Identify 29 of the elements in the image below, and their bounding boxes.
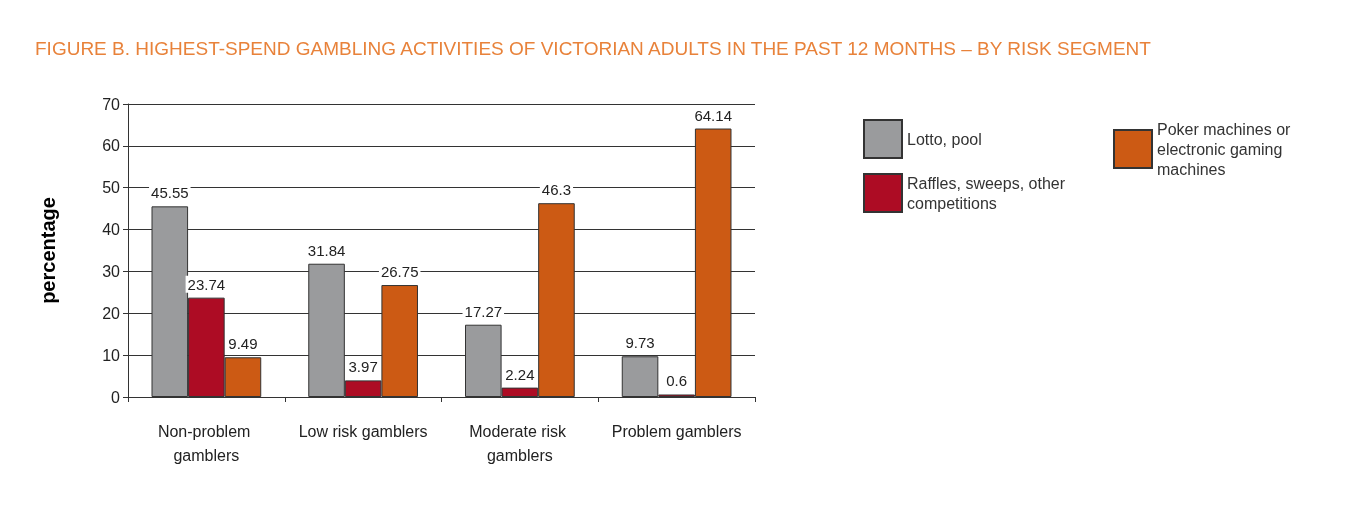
data-label: 23.74 [187,275,226,293]
legend-label: Raffles, sweeps, other competitions [907,174,1070,212]
x-tick-label: Moderate risk gamblers [469,422,571,464]
y-tick-label: 30 [102,262,121,280]
data-label: 3.97 [348,358,378,376]
data-label: 64.14 [694,106,732,124]
y-tick-label: 50 [102,179,121,197]
data-label: 45.55 [151,184,189,202]
legend-label: Lotto, pool [907,130,982,148]
x-tick-label: Low risk gamblers [298,422,428,440]
y-tick-label: 0 [111,388,121,406]
x-tick-label: Non-problem gamblers [157,422,255,464]
y-tick-label: 60 [102,137,121,155]
y-tick-label: 40 [102,221,121,239]
legend-label: Poker machines or electronic gaming machines [1157,120,1295,178]
data-label: 9.49 [228,335,258,353]
data-label: 46.3 [541,181,572,199]
data-label: 17.27 [464,302,503,320]
data-label: 26.75 [380,263,419,281]
x-tick-label: Problem gamblers [611,422,742,440]
data-label: 31.84 [307,241,346,259]
y-tick-label: 70 [102,95,121,113]
data-label: 0.6 [666,372,688,390]
y-tick-label: 20 [102,304,121,322]
data-label: 2.24 [505,365,535,383]
y-axis-title: percentage [37,197,59,304]
y-tick-label: 10 [102,346,121,364]
data-label: 9.73 [625,334,655,352]
chart-title: FIGURE B. HIGHEST-SPEND GAMBLING ACTIVITIES OF VICTORIAN ADULTS IN THE PAST 12 MONTHS – BY RISK SEGMENT [35,38,1152,59]
